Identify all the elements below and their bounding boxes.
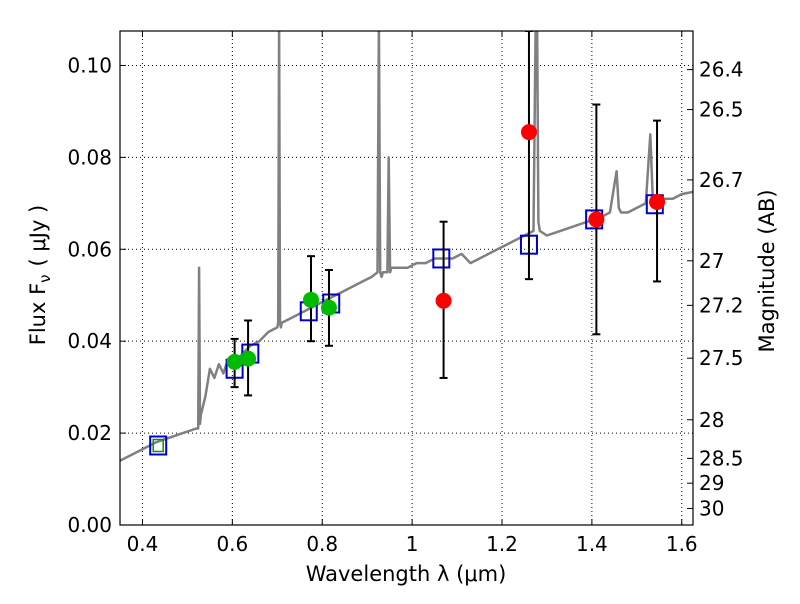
y2-tick-label: 26.5 (699, 98, 744, 122)
observed-data-point (649, 193, 666, 210)
y2-tick-label: 27.5 (699, 346, 744, 370)
y2-tick-label: 30 (699, 496, 724, 520)
model-spectrum-line (120, 31, 693, 462)
y-tick-label: 0.10 (67, 53, 112, 77)
grid (120, 31, 693, 526)
y2-tick-label: 27.2 (699, 293, 744, 317)
y2-tick-label: 27 (699, 249, 724, 273)
observed-data-point (520, 124, 537, 141)
y-tick-label: 0.08 (67, 145, 112, 169)
y2-axis-label: Magnitude (AB) (755, 189, 779, 352)
x-tick-label: 1.4 (576, 532, 608, 556)
observed-data-point (226, 353, 243, 370)
plot-border (119, 30, 694, 526)
y-tick-label: 0.02 (67, 421, 112, 445)
model-photometry-box (149, 435, 168, 456)
y-axis-label-group: Flux Fν ( μJy ) (26, 205, 54, 346)
y2-tick-label: 28 (699, 408, 724, 432)
y-axis-label-unit: ( μJy ) (26, 205, 50, 267)
x-tick-label: 1.2 (486, 532, 518, 556)
model-photometry-box-inner (152, 438, 164, 453)
observed-data-point (320, 299, 337, 316)
svg-text:Flux Fν( μJy ): Flux Fν ( μJy ) (26, 205, 54, 346)
x-axis-label: Wavelength λ (μm) (306, 562, 507, 586)
y-axis-label: Flux F (26, 283, 50, 345)
model-photometry-box (432, 248, 451, 269)
observed-data-point (588, 211, 605, 228)
y2-tick-label: 28.5 (699, 446, 744, 470)
y-tick-label: 0.06 (67, 237, 112, 261)
series-layer (120, 31, 693, 462)
observed-data-point (240, 350, 257, 367)
x-tick-label: 1.6 (666, 532, 698, 556)
x-tick-label: 1 (406, 532, 419, 556)
y2-tick-label: 26.7 (699, 168, 744, 192)
ticks: 0.4 0.6 0.8 1 1.2 1.4 1.6 0.00 0.02 0.04 0.06 0.08 0… (67, 31, 744, 556)
y2-tick-label: 26.4 (699, 58, 744, 82)
plot-frame (119, 30, 694, 526)
y-tick-label: 0.04 (67, 329, 112, 353)
y-tick-label: 0.00 (67, 513, 112, 537)
y2-tick-label: 29 (699, 471, 724, 495)
x-tick-label: 0.6 (216, 532, 248, 556)
observed-data-point (303, 291, 319, 308)
observed-data-point (435, 292, 452, 309)
x-tick-label: 0.8 (306, 532, 338, 556)
y-axis-label-subscript: ν (36, 274, 54, 282)
x-tick-label: 0.4 (127, 532, 159, 556)
